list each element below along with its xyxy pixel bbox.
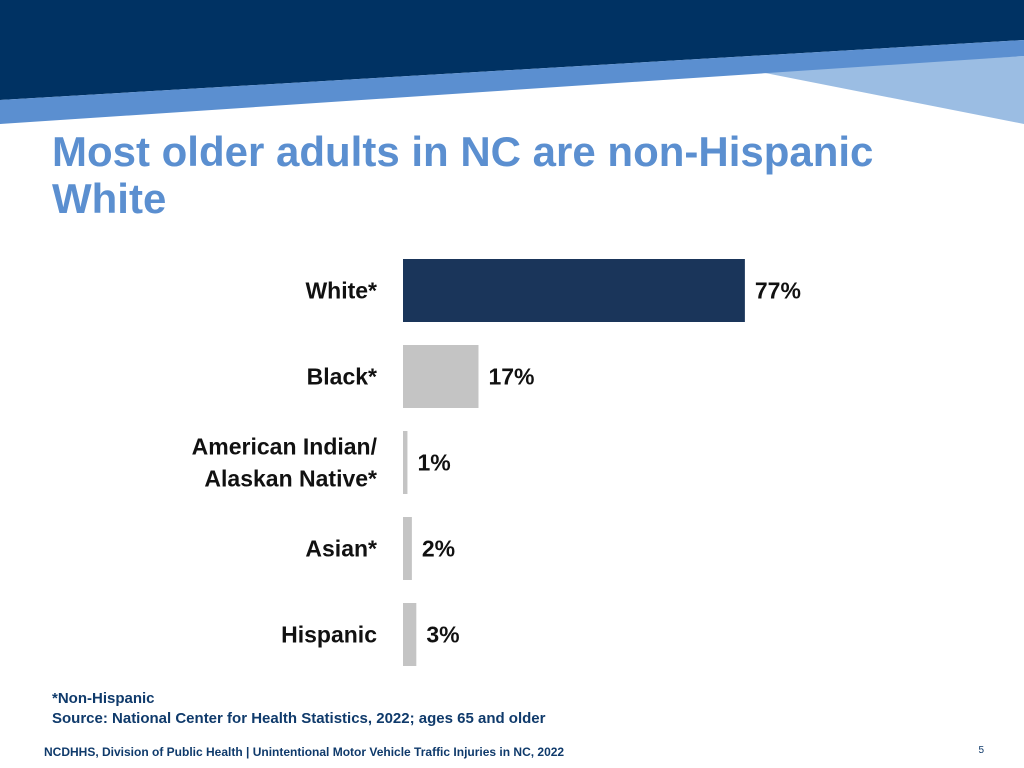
- source-text: Source: National Center for Health Stati…: [52, 710, 546, 727]
- footnote-block: *Non-Hispanic Source: National Center fo…: [52, 689, 545, 729]
- banner-light-band: [760, 56, 1024, 124]
- footnote-text: *Non-Hispanic: [52, 690, 155, 707]
- value-label-black: 17%: [488, 364, 534, 390]
- value-label-american-indian-alaskan-native: 1%: [417, 450, 450, 476]
- bar-hispanic: [403, 603, 417, 666]
- page-number: 5: [978, 745, 984, 756]
- value-label-hispanic: 3%: [426, 622, 459, 648]
- category-label-american-indian-alaskan-native: American Indian/Alaskan Native*: [192, 434, 378, 492]
- category-label-white: White*: [305, 278, 377, 304]
- bar-black: [403, 345, 479, 408]
- footer-text: NCDHHS, Division of Public Health | Unin…: [44, 745, 565, 759]
- category-label-hispanic: Hispanic: [281, 622, 377, 648]
- slide-title: Most older adults in NC are non-Hispanic…: [52, 128, 874, 222]
- value-label-asian: 2%: [422, 536, 455, 562]
- bar-american-indian-alaskan-native: [403, 431, 408, 494]
- header-banner: [0, 0, 1024, 124]
- bar-white: [403, 259, 745, 322]
- bar-asian: [403, 517, 412, 580]
- category-label-black: Black*: [307, 364, 377, 390]
- category-label-asian: Asian*: [305, 536, 377, 562]
- banner-mid-band: [0, 40, 1024, 124]
- banner-dark-band: [0, 0, 1024, 100]
- value-label-white: 77%: [755, 278, 801, 304]
- bar-chart: White* 77% Black* 17% American Indian/Alaska…: [192, 259, 801, 666]
